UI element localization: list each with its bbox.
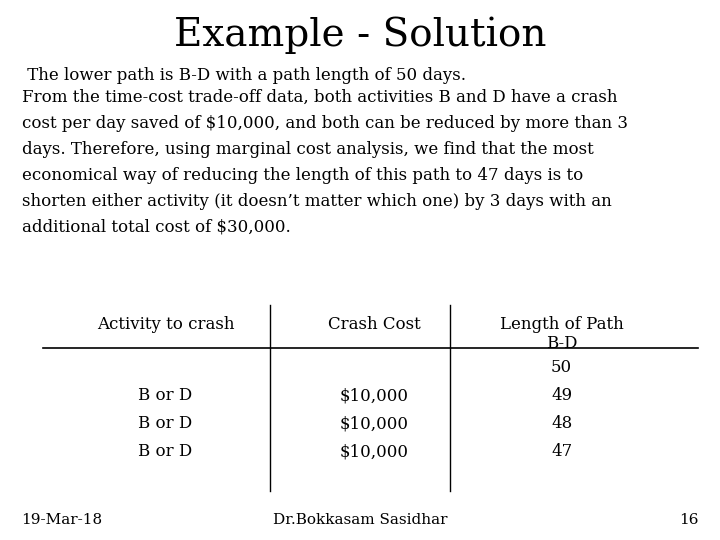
Text: 49: 49	[551, 387, 572, 404]
Text: days. Therefore, using marginal cost analysis, we find that the most: days. Therefore, using marginal cost ana…	[22, 141, 593, 158]
Text: The lower path is B-D with a path length of 50 days.: The lower path is B-D with a path length…	[22, 68, 466, 84]
Text: Crash Cost: Crash Cost	[328, 316, 420, 333]
Text: additional total cost of $30,000.: additional total cost of $30,000.	[22, 219, 290, 235]
Text: shorten either activity (it doesn’t matter which one) by 3 days with an: shorten either activity (it doesn’t matt…	[22, 193, 611, 210]
Text: $10,000: $10,000	[340, 387, 409, 404]
Text: Length of Path
B-D: Length of Path B-D	[500, 316, 624, 353]
Text: B or D: B or D	[138, 415, 193, 432]
Text: 19-Mar-18: 19-Mar-18	[22, 512, 103, 526]
Text: 47: 47	[551, 443, 572, 460]
Text: 16: 16	[679, 512, 698, 526]
Text: B or D: B or D	[138, 443, 193, 460]
Text: $10,000: $10,000	[340, 415, 409, 432]
Text: Dr.Bokkasam Sasidhar: Dr.Bokkasam Sasidhar	[273, 512, 447, 526]
Text: Activity to crash: Activity to crash	[97, 316, 234, 333]
Text: Example - Solution: Example - Solution	[174, 16, 546, 53]
Text: economical way of reducing the length of this path to 47 days is to: economical way of reducing the length of…	[22, 167, 583, 184]
Text: 50: 50	[551, 359, 572, 376]
Text: cost per day saved of $10,000, and both can be reduced by more than 3: cost per day saved of $10,000, and both …	[22, 115, 628, 132]
Text: B or D: B or D	[138, 387, 193, 404]
Text: $10,000: $10,000	[340, 443, 409, 460]
Text: 48: 48	[551, 415, 572, 432]
Text: From the time-cost trade-off data, both activities B and D have a crash: From the time-cost trade-off data, both …	[22, 89, 617, 106]
